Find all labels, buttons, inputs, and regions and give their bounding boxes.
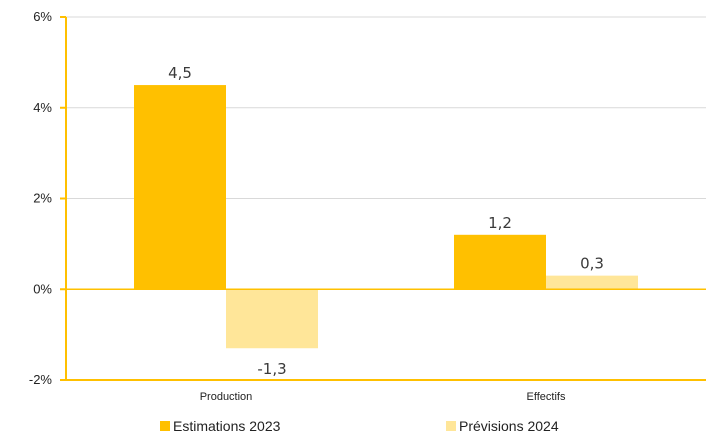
legend: Estimations 2023 Prévisions 2024 [0, 418, 706, 436]
bars [134, 85, 638, 349]
bar-effectifs-estimations-2023 [454, 234, 546, 290]
data-labels: 4,5 -1,3 1,2 0,3 [168, 64, 604, 378]
legend-label-previsions-2024: Prévisions 2024 [459, 418, 559, 434]
x-category-labels: Production Effectifs [200, 391, 566, 403]
bar-production-previsions-2024 [226, 289, 318, 349]
y-tick-label: -2% [29, 372, 53, 387]
y-tick-label: 4% [33, 100, 52, 115]
x-category-label: Effectifs [527, 391, 566, 403]
y-tick-labels: -2% 0% 2% 4% 6% [29, 9, 53, 387]
legend-swatch-previsions-2024 [446, 421, 456, 431]
legend-swatch-estimations-2023 [160, 421, 170, 431]
axes [60, 16, 706, 381]
legend-label-estimations-2023: Estimations 2023 [173, 418, 281, 434]
data-label-effectifs-estimations-2023: 1,2 [488, 214, 512, 232]
x-category-label: Production [200, 391, 253, 403]
y-tick-label: 2% [33, 191, 52, 206]
bar-effectifs-previsions-2024 [546, 275, 638, 290]
legend-item-previsions-2024: Prévisions 2024 [446, 418, 559, 434]
data-label-production-previsions-2024: -1,3 [257, 360, 286, 378]
data-label-effectifs-previsions-2024: 0,3 [580, 255, 604, 273]
y-tick-label: 6% [33, 9, 52, 24]
data-label-production-estimations-2023: 4,5 [168, 64, 192, 82]
bar-production-estimations-2023 [134, 85, 226, 290]
legend-item-estimations-2023: Estimations 2023 [160, 418, 280, 434]
y-tick-label: 0% [33, 281, 52, 296]
